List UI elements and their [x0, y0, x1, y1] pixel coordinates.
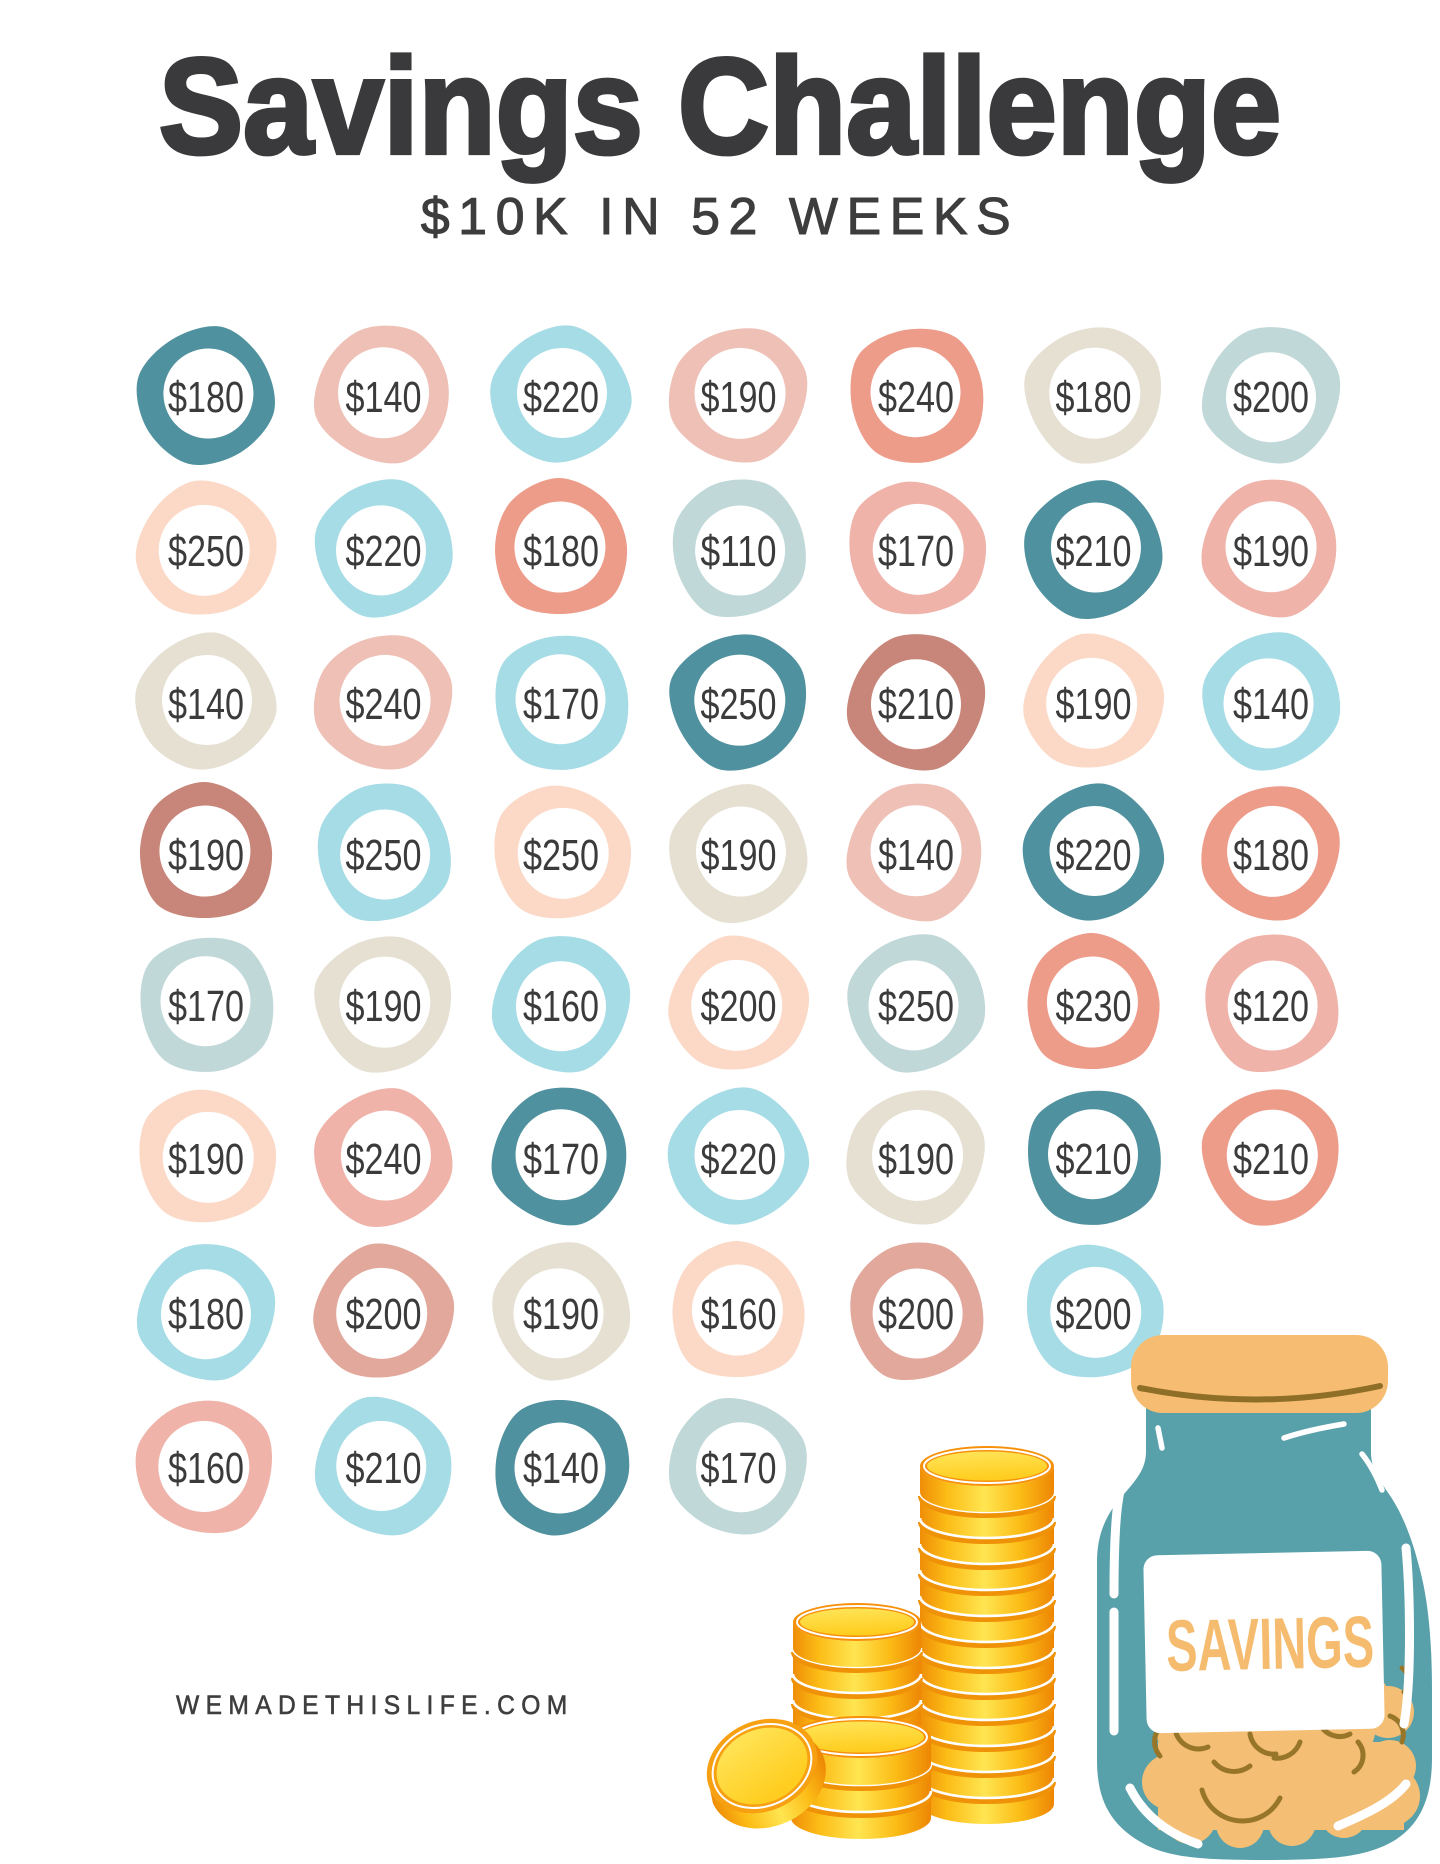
svg-text:$180: $180 [523, 527, 599, 576]
svg-text:$220: $220 [701, 1135, 777, 1184]
svg-text:$250: $250 [523, 831, 599, 880]
svg-text:$160: $160 [701, 1290, 777, 1339]
svg-text:$200: $200 [701, 982, 777, 1031]
svg-text:$240: $240 [346, 680, 422, 729]
svg-text:$210: $210 [1233, 1135, 1309, 1184]
svg-text:$250: $250 [346, 831, 422, 880]
svg-text:$160: $160 [523, 982, 599, 1031]
svg-text:$210: $210 [1056, 527, 1132, 576]
svg-text:$240: $240 [346, 1135, 422, 1184]
svg-text:SAVINGS: SAVINGS [1165, 1602, 1375, 1687]
svg-text:$170: $170 [701, 1444, 777, 1493]
svg-text:$230: $230 [1056, 982, 1132, 1031]
svg-text:$190: $190 [168, 831, 244, 880]
svg-text:$190: $190 [878, 1135, 954, 1184]
svg-text:$180: $180 [1056, 373, 1132, 422]
svg-text:$190: $190 [346, 982, 422, 1031]
svg-text:$220: $220 [523, 373, 599, 422]
svg-text:$250: $250 [168, 527, 244, 576]
svg-text:$160: $160 [168, 1444, 244, 1493]
svg-text:$170: $170 [523, 680, 599, 729]
svg-text:$140: $140 [168, 680, 244, 729]
svg-text:$240: $240 [878, 373, 954, 422]
svg-text:$170: $170 [878, 527, 954, 576]
svg-text:$110: $110 [701, 527, 777, 576]
svg-text:$140: $140 [1233, 680, 1309, 729]
svg-text:$200: $200 [1233, 373, 1309, 422]
svg-text:$210: $210 [1056, 1135, 1132, 1184]
svg-text:$200: $200 [878, 1290, 954, 1339]
svg-text:$250: $250 [701, 680, 777, 729]
svg-text:$250: $250 [878, 982, 954, 1031]
svg-text:$190: $190 [701, 373, 777, 422]
svg-text:$200: $200 [346, 1290, 422, 1339]
svg-text:$170: $170 [168, 982, 244, 1031]
svg-text:$140: $140 [346, 373, 422, 422]
svg-text:$120: $120 [1233, 982, 1309, 1031]
svg-text:$190: $190 [1233, 527, 1309, 576]
svg-text:$190: $190 [701, 831, 777, 880]
svg-text:$220: $220 [1056, 831, 1132, 880]
svg-text:$200: $200 [1056, 1290, 1132, 1339]
svg-text:$180: $180 [1233, 831, 1309, 880]
svg-text:$140: $140 [523, 1444, 599, 1493]
svg-text:$190: $190 [168, 1135, 244, 1184]
svg-text:$190: $190 [1056, 680, 1132, 729]
svg-text:$140: $140 [878, 831, 954, 880]
svg-text:$210: $210 [878, 680, 954, 729]
svg-text:$220: $220 [346, 527, 422, 576]
svg-text:$210: $210 [346, 1444, 422, 1493]
svg-text:$170: $170 [523, 1135, 599, 1184]
svg-text:$180: $180 [168, 373, 244, 422]
svg-text:$190: $190 [523, 1290, 599, 1339]
svg-text:$180: $180 [168, 1290, 244, 1339]
